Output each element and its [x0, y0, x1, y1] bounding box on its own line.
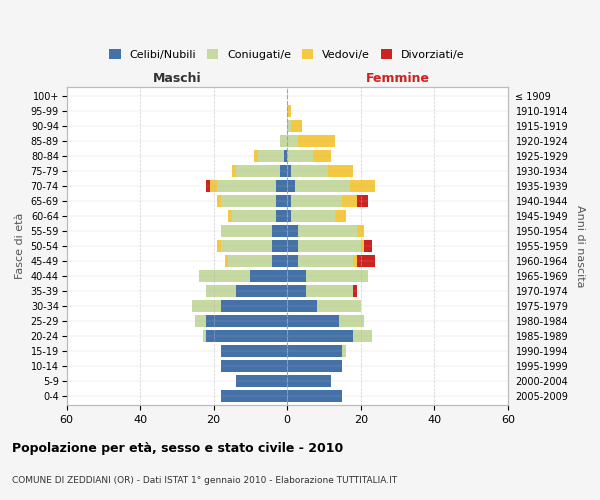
- Bar: [287, 360, 343, 372]
- Bar: [291, 195, 343, 207]
- Bar: [276, 210, 287, 222]
- Bar: [287, 270, 305, 282]
- Bar: [287, 375, 331, 388]
- Text: Femmine: Femmine: [365, 72, 430, 85]
- Bar: [287, 285, 305, 298]
- Bar: [236, 165, 280, 177]
- Bar: [195, 315, 206, 328]
- Y-axis label: Anni di nascita: Anni di nascita: [575, 205, 585, 288]
- Bar: [280, 165, 287, 177]
- Bar: [254, 150, 258, 162]
- Bar: [287, 195, 291, 207]
- Bar: [272, 255, 287, 268]
- Bar: [276, 195, 287, 207]
- Bar: [203, 330, 206, 342]
- Bar: [343, 345, 346, 358]
- Bar: [328, 165, 353, 177]
- Bar: [206, 315, 287, 328]
- Text: Popolazione per età, sesso e stato civile - 2010: Popolazione per età, sesso e stato civil…: [12, 442, 343, 455]
- Bar: [221, 225, 272, 237]
- Bar: [313, 150, 331, 162]
- Bar: [217, 195, 221, 207]
- Bar: [287, 345, 343, 358]
- Bar: [305, 270, 368, 282]
- Bar: [206, 285, 236, 298]
- Y-axis label: Fasce di età: Fasce di età: [15, 213, 25, 280]
- Bar: [272, 225, 287, 237]
- Bar: [272, 240, 287, 252]
- Bar: [287, 330, 353, 342]
- Bar: [236, 285, 287, 298]
- Bar: [221, 240, 272, 252]
- Bar: [298, 240, 361, 252]
- Bar: [287, 180, 295, 192]
- Bar: [343, 195, 357, 207]
- Text: Maschi: Maschi: [152, 72, 201, 85]
- Text: COMUNE DI ZEDDIANI (OR) - Dati ISTAT 1° gennaio 2010 - Elaborazione TUTTITALIA.I: COMUNE DI ZEDDIANI (OR) - Dati ISTAT 1° …: [12, 476, 397, 485]
- Bar: [287, 210, 291, 222]
- Bar: [364, 240, 372, 252]
- Bar: [221, 360, 287, 372]
- Bar: [287, 225, 298, 237]
- Bar: [291, 165, 328, 177]
- Bar: [353, 330, 372, 342]
- Bar: [291, 120, 302, 132]
- Bar: [229, 210, 232, 222]
- Bar: [236, 375, 287, 388]
- Bar: [353, 255, 357, 268]
- Bar: [287, 105, 291, 118]
- Bar: [199, 270, 250, 282]
- Bar: [287, 255, 298, 268]
- Bar: [284, 150, 287, 162]
- Bar: [317, 300, 361, 312]
- Bar: [361, 240, 364, 252]
- Bar: [357, 225, 364, 237]
- Bar: [276, 180, 287, 192]
- Bar: [217, 180, 276, 192]
- Bar: [287, 150, 313, 162]
- Bar: [224, 255, 229, 268]
- Bar: [287, 300, 317, 312]
- Bar: [206, 330, 287, 342]
- Bar: [298, 255, 353, 268]
- Bar: [298, 135, 335, 147]
- Bar: [291, 210, 335, 222]
- Bar: [287, 315, 338, 328]
- Bar: [221, 195, 276, 207]
- Bar: [287, 165, 291, 177]
- Bar: [305, 285, 353, 298]
- Bar: [350, 180, 376, 192]
- Bar: [357, 255, 376, 268]
- Bar: [280, 135, 287, 147]
- Bar: [357, 195, 368, 207]
- Bar: [221, 300, 287, 312]
- Bar: [232, 165, 236, 177]
- Bar: [217, 240, 221, 252]
- Bar: [258, 150, 284, 162]
- Bar: [221, 345, 287, 358]
- Bar: [229, 255, 272, 268]
- Bar: [221, 390, 287, 402]
- Bar: [287, 390, 343, 402]
- Bar: [338, 315, 364, 328]
- Bar: [250, 270, 287, 282]
- Bar: [287, 135, 298, 147]
- Bar: [191, 300, 221, 312]
- Bar: [298, 225, 357, 237]
- Bar: [287, 120, 291, 132]
- Bar: [335, 210, 346, 222]
- Bar: [353, 285, 357, 298]
- Bar: [206, 180, 210, 192]
- Bar: [287, 240, 298, 252]
- Bar: [232, 210, 276, 222]
- Bar: [295, 180, 350, 192]
- Bar: [210, 180, 217, 192]
- Legend: Celibi/Nubili, Coniugati/e, Vedovi/e, Divorziati/e: Celibi/Nubili, Coniugati/e, Vedovi/e, Di…: [105, 45, 469, 64]
